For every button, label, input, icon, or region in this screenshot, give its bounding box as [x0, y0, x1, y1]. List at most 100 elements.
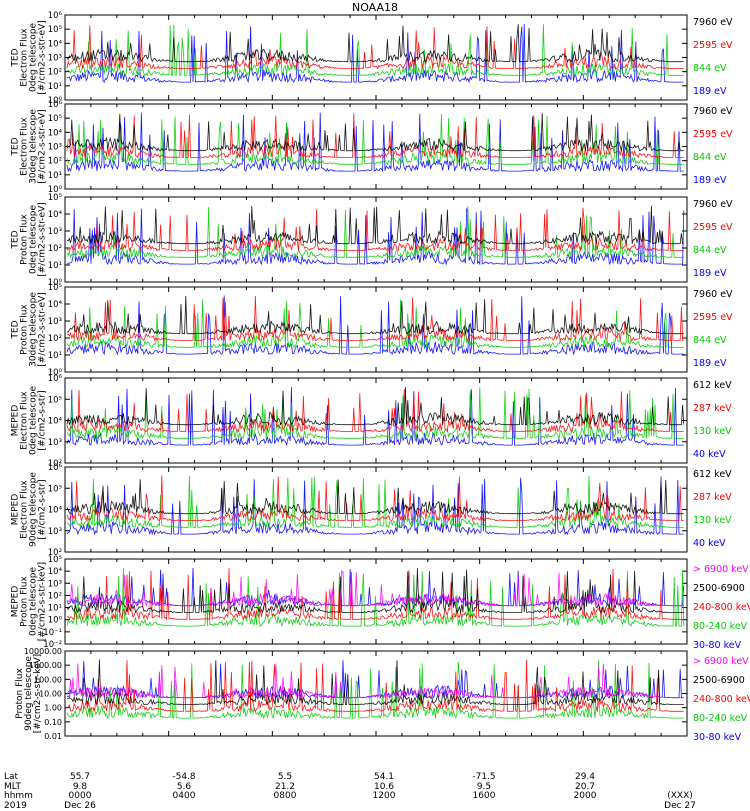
- channel-label: 40 keV: [693, 449, 726, 460]
- y-tick-label: 10⁻¹: [43, 628, 62, 638]
- y-axis-label-line: Electron Flux: [20, 391, 30, 450]
- y-tick-label: 10⁵: [48, 395, 62, 405]
- y-axis-label-line: TED: [11, 137, 21, 156]
- channel-label: 287 keV: [693, 492, 732, 503]
- y-tick-label: 10⁴: [48, 128, 63, 138]
- y-axis-label-line: 30deg telescope: [29, 109, 39, 184]
- y-tick-label: 10⁰: [48, 278, 63, 288]
- series-trace: [66, 23, 684, 84]
- channel-label: 7960 eV: [693, 106, 733, 117]
- y-axis-label: Proton Flux 90deg telescope [#/cm2-s-str-k…: [15, 654, 43, 733]
- channel-label: 130 keV: [693, 426, 732, 437]
- channel-label: > 6900 keV: [693, 656, 749, 667]
- x-axis-mlt: 9.5: [476, 781, 492, 792]
- series-trace: [66, 659, 684, 707]
- y-tick-label: 10⁰: [48, 185, 63, 195]
- y-tick-label: 10⁴: [48, 506, 63, 516]
- y-axis-label-line: Proton Flux: [20, 576, 30, 627]
- channel-label: 2500-6900: [693, 583, 745, 594]
- y-tick-label: 10⁴: [48, 567, 63, 577]
- series-trace: [66, 114, 684, 166]
- series-trace: [66, 659, 684, 713]
- channel-label: 7960 eV: [693, 199, 733, 210]
- y-axis-label-line: Electron Flux: [20, 117, 30, 176]
- y-tick-label: 0.10: [44, 718, 62, 727]
- x-axis-lat: 29.4: [574, 772, 596, 782]
- y-axis-label: TED Electron Flux 0deg telescope [#/cm2-s-s…: [11, 20, 48, 95]
- y-tick-label: 10¹: [48, 351, 62, 361]
- x-axis-column: 29.4 20.7 2000: [574, 772, 597, 811]
- y-axis-label-line: TED: [11, 320, 21, 339]
- y-tick-label: 100.00: [34, 675, 62, 684]
- y-axis-label-line: Proton Flux: [20, 214, 30, 265]
- x-axis-mlt: 21.2: [274, 781, 296, 792]
- y-tick-label: 10⁴: [48, 300, 63, 310]
- x-axis-hhmm: 1600: [472, 791, 496, 802]
- x-axis-lat: 5.5: [277, 772, 293, 782]
- channel-label: 30-80 keV: [693, 640, 742, 651]
- row-label-hhmm: hhmm: [4, 791, 33, 802]
- y-tick-label: 10¹: [48, 171, 62, 181]
- x-axis-hhmm: 0400: [172, 791, 196, 802]
- x-axis-hhmm: 1200: [372, 791, 396, 802]
- series-trace: [66, 24, 684, 77]
- x-axis-column: 5.5 21.2 0800: [274, 772, 297, 811]
- y-axis-label-line: Proton Flux: [15, 668, 25, 719]
- series-trace: [66, 299, 684, 349]
- channel-label: 80-240 keV: [693, 713, 748, 724]
- y-tick-label: 10²: [48, 548, 62, 558]
- y-axis-label-line: 0deg telescope: [29, 386, 39, 456]
- y-tick-label: 10⁶: [48, 463, 63, 473]
- x-axis-row-labels: Lat MLT hhmm 2019: [4, 772, 33, 811]
- series-trace: [66, 113, 684, 153]
- channel-label: 80-240 keV: [693, 621, 748, 632]
- y-tick-label: 10⁰: [48, 368, 63, 378]
- x-axis-column: -54.8 5.6 0400: [172, 772, 196, 811]
- y-axis-label-line: Electron Flux: [20, 480, 30, 539]
- x-axis-column: 55.7 9.8 0000 Dec 26: [64, 772, 96, 811]
- x-axis-lat: -71.5: [472, 772, 496, 782]
- y-tick-label: 1000.00: [29, 661, 62, 670]
- x-axis-mlt: 9.8: [72, 781, 88, 792]
- channel-label: 40 keV: [693, 538, 726, 549]
- channel-label: 189 eV: [693, 268, 727, 279]
- channel-label: 240-800 keV: [693, 602, 750, 613]
- channel-label: 240-800 keV: [693, 694, 750, 705]
- channel-label: 2500-6900: [693, 675, 745, 686]
- x-axis-date: [373, 802, 396, 811]
- series-trace: [66, 295, 684, 336]
- series-trace: [66, 205, 684, 245]
- y-axis-label-line: [#/cm2-s-str-eV]: [38, 292, 48, 367]
- y-tick-label: 10²: [48, 157, 62, 167]
- row-label-lat: Lat: [4, 772, 19, 782]
- y-axis-label-line: 0deg telescope: [29, 23, 39, 93]
- y-tick-label: 10⁻²: [43, 640, 62, 650]
- y-tick-label: 10⁵: [48, 555, 62, 565]
- y-tick-label: 10⁵: [48, 484, 62, 494]
- channel-label: 844 eV: [693, 335, 727, 346]
- y-axis-label: TED Proton Flux 30deg telescope [#/cm2-s-st…: [11, 292, 48, 367]
- x-axis-date: [274, 802, 297, 811]
- y-tick-label: 10³: [48, 438, 62, 448]
- series-trace: [66, 387, 684, 447]
- channel-label: 189 eV: [693, 358, 727, 369]
- y-axis-label-line: [#/cm2-s-str-eV]: [38, 202, 48, 277]
- y-tick-label: 10⁴: [48, 210, 63, 220]
- y-axis-label-line: Proton Flux: [20, 304, 30, 355]
- series-trace: [66, 479, 684, 516]
- y-axis-label-line: MEPED: [11, 586, 21, 618]
- y-tick-label: 10.00: [39, 690, 62, 699]
- y-tick-label: 10⁵: [48, 114, 62, 124]
- y-axis-label-line: 90deg telescope: [24, 656, 34, 731]
- y-tick-label: 10²: [48, 591, 62, 601]
- y-tick-label: 10⁵: [48, 193, 62, 203]
- panel-frame: [64, 196, 688, 283]
- y-axis-label: MEPED Electron Flux 90deg telescope [#/cm2-…: [11, 472, 48, 547]
- y-tick-label: 10¹: [48, 604, 62, 614]
- y-tick-label: 10³: [48, 527, 62, 537]
- x-axis-mlt: 5.6: [176, 781, 192, 792]
- series-trace: [66, 569, 684, 608]
- y-axis-label-line: Electron Flux: [20, 28, 30, 87]
- y-tick-label: 1.00: [44, 704, 62, 713]
- channel-label: 2595 eV: [693, 222, 733, 233]
